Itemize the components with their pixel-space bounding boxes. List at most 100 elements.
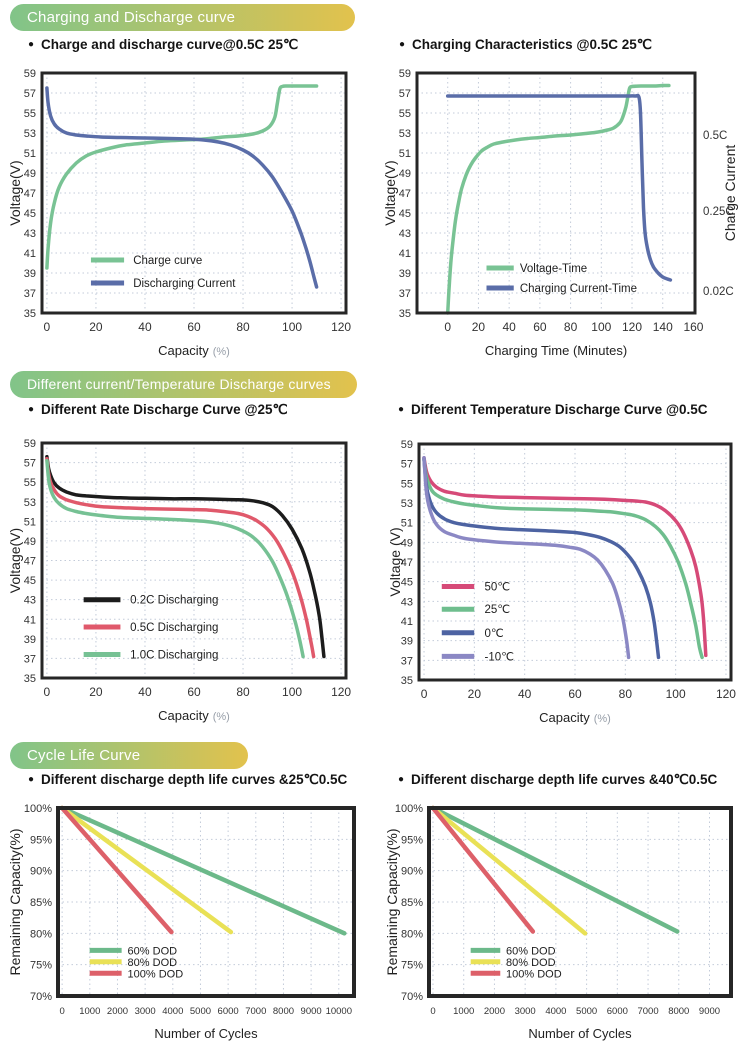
chart-title-text: Charging Characteristics @0.5C 25℃ [412, 37, 652, 52]
svg-text:41: 41 [399, 248, 411, 260]
svg-text:Charging Time (Minutes): Charging Time (Minutes) [485, 343, 627, 358]
svg-text:5000: 5000 [190, 1006, 211, 1017]
bullet-icon: ● [398, 403, 405, 415]
svg-text:70%: 70% [30, 991, 52, 1003]
svg-text:80% DOD: 80% DOD [506, 957, 556, 969]
svg-text:80% DOD: 80% DOD [128, 957, 178, 969]
svg-text:40: 40 [502, 320, 516, 334]
svg-text:0: 0 [430, 1006, 435, 1017]
svg-text:95%: 95% [401, 834, 423, 846]
svg-text:60: 60 [187, 685, 201, 699]
svg-text:0℃: 0℃ [485, 628, 504, 640]
svg-text:Capacity(%): Capacity (%) [158, 708, 230, 723]
svg-text:100: 100 [282, 320, 302, 334]
svg-text:2000: 2000 [107, 1006, 128, 1017]
banner-label: Cycle Life Curve [27, 747, 141, 764]
svg-text:-10℃: -10℃ [485, 651, 515, 663]
svg-text:Voltage-Time: Voltage-Time [520, 263, 587, 275]
svg-text:75%: 75% [401, 960, 423, 972]
svg-text:95%: 95% [30, 834, 52, 846]
svg-text:120: 120 [622, 320, 642, 334]
svg-text:35: 35 [399, 308, 411, 320]
svg-text:41: 41 [24, 614, 36, 626]
svg-text:Capacity(%): Capacity (%) [539, 710, 611, 725]
chart-title-text: Different Rate Discharge Curve @25℃ [41, 402, 288, 417]
svg-text:51: 51 [24, 148, 36, 160]
chart-title-text: Different discharge depth life curves &4… [411, 772, 718, 787]
svg-text:140: 140 [653, 320, 673, 334]
svg-text:Number of Cycles: Number of Cycles [528, 1026, 632, 1041]
svg-text:41: 41 [24, 248, 36, 260]
svg-text:0: 0 [44, 685, 51, 699]
svg-text:57: 57 [399, 88, 411, 100]
svg-text:1000: 1000 [79, 1006, 100, 1017]
svg-text:Discharging Current: Discharging Current [133, 278, 236, 290]
chart-title-rate-discharge: ● Different Rate Discharge Curve @25℃ [28, 402, 288, 418]
svg-text:39: 39 [401, 636, 413, 648]
svg-text:59: 59 [24, 438, 36, 450]
svg-text:75%: 75% [30, 960, 52, 972]
svg-text:51: 51 [399, 148, 411, 160]
svg-text:Charge Current: Charge Current [722, 145, 738, 242]
cycle-life-chart-40c: 0 1000 2000 3000 4000 5000 6000 7000 8000 9000 100… [384, 803, 733, 1041]
svg-text:8000: 8000 [668, 1006, 689, 1017]
svg-text:80: 80 [619, 687, 633, 701]
svg-text:120: 120 [716, 687, 736, 701]
svg-text:55: 55 [399, 108, 411, 120]
section-banner-cycle-life: Cycle Life Curve [10, 742, 248, 769]
svg-text:85%: 85% [30, 897, 52, 909]
svg-text:120: 120 [331, 320, 351, 334]
chart-title-text: Different discharge depth life curves &2… [41, 772, 348, 787]
svg-text:Number of Cycles: Number of Cycles [154, 1026, 258, 1041]
svg-text:100%: 100% [395, 803, 423, 815]
svg-text:Charging Current-Time: Charging Current-Time [520, 283, 637, 295]
svg-text:100% DOD: 100% DOD [506, 968, 562, 980]
svg-text:20: 20 [89, 320, 103, 334]
svg-text:10000: 10000 [326, 1006, 352, 1017]
svg-text:37: 37 [401, 655, 413, 667]
svg-text:85%: 85% [401, 897, 423, 909]
svg-text:20: 20 [472, 320, 486, 334]
chart-title-text: Charge and discharge curve@0.5C 25℃ [41, 37, 299, 52]
bullet-icon: ● [28, 774, 35, 785]
chart-title-cycle-life-25c: ● Different discharge depth life curves … [28, 772, 347, 788]
svg-text:57: 57 [24, 88, 36, 100]
svg-text:20: 20 [89, 685, 103, 699]
charge-discharge-curve-chart: 0 20 40 60 80 100 120 59 57 55 53 51 49 47 45 43 41 39 37 3… [7, 68, 351, 358]
svg-text:53: 53 [401, 498, 413, 510]
section-banner-discharge-curves: Different current/Temperature Discharge … [10, 371, 357, 398]
svg-text:55: 55 [401, 478, 413, 490]
svg-text:39: 39 [24, 268, 36, 280]
svg-text:53: 53 [399, 128, 411, 140]
svg-text:37: 37 [399, 288, 411, 300]
svg-text:45: 45 [24, 208, 36, 220]
svg-text:100% DOD: 100% DOD [128, 968, 184, 980]
svg-text:43: 43 [24, 595, 36, 607]
bullet-icon: ● [28, 39, 35, 50]
svg-text:6000: 6000 [607, 1006, 628, 1017]
svg-text:40: 40 [518, 687, 532, 701]
temperature-discharge-curve-chart: 0 20 40 60 80 100 120 59 57 55 53 51 49 47 45 43 41 39 37 3… [387, 439, 736, 725]
svg-text:45: 45 [401, 577, 413, 589]
svg-text:53: 53 [24, 128, 36, 140]
svg-text:60: 60 [533, 320, 547, 334]
svg-text:60: 60 [568, 687, 582, 701]
rate-discharge-curve-chart: 0 20 40 60 80 100 120 59 57 55 53 51 49 47 45 43 41 39 37 3… [7, 438, 351, 723]
svg-text:57: 57 [401, 459, 413, 471]
svg-text:39: 39 [399, 268, 411, 280]
svg-text:0: 0 [44, 320, 51, 334]
svg-text:47: 47 [399, 188, 411, 200]
svg-text:59: 59 [399, 68, 411, 80]
chart-title-temperature-discharge: ● Different Temperature Discharge Curve … [398, 402, 708, 417]
svg-text:Voltage (V): Voltage (V) [387, 527, 403, 596]
svg-text:80: 80 [564, 320, 578, 334]
chart-title-charge-discharge: ● Charge and discharge curve@0.5C 25℃ [28, 37, 298, 53]
svg-text:53: 53 [24, 497, 36, 509]
svg-text:45: 45 [399, 208, 411, 220]
svg-text:49: 49 [24, 536, 36, 548]
svg-text:100: 100 [666, 687, 686, 701]
svg-text:3000: 3000 [135, 1006, 156, 1017]
svg-text:50℃: 50℃ [485, 582, 511, 594]
svg-text:47: 47 [24, 556, 36, 568]
